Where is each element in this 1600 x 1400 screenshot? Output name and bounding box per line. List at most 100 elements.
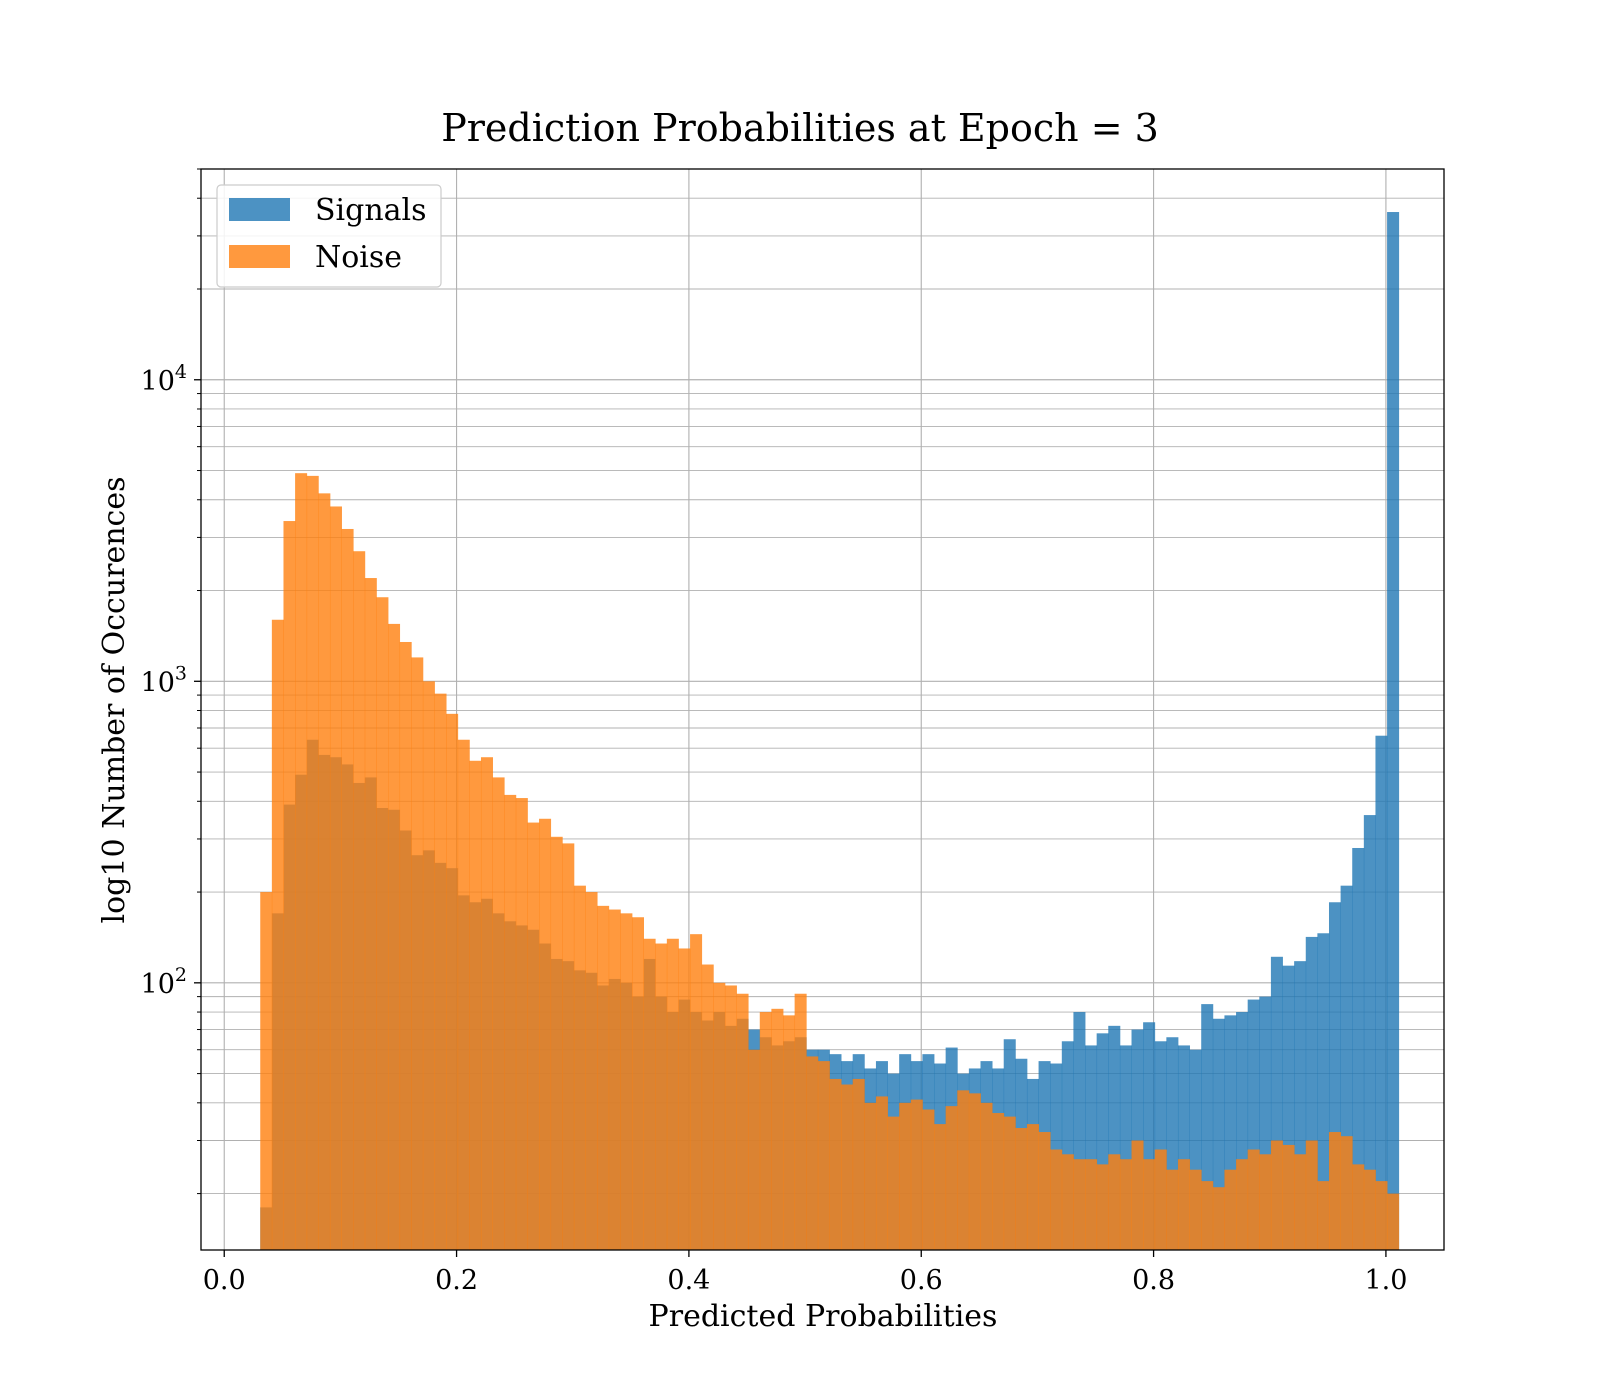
histogram-bar <box>1282 1144 1295 1250</box>
chart-title: Prediction Probabilities at Epoch = 3 <box>441 106 1159 150</box>
histogram-bar <box>1166 1169 1179 1250</box>
histogram-bar <box>1061 1154 1074 1250</box>
histogram-bar <box>597 905 610 1250</box>
histogram-bar <box>910 1099 923 1250</box>
histogram-bar <box>1363 1169 1376 1250</box>
histogram-bar <box>1119 1159 1132 1250</box>
x-tick-label: 0.0 <box>203 1265 246 1296</box>
series-noise <box>260 473 1400 1251</box>
histogram-bar <box>434 693 447 1250</box>
histogram-bar <box>364 578 377 1250</box>
histogram-bar <box>1352 1164 1365 1250</box>
histogram-bar <box>504 794 517 1250</box>
histogram-bar <box>899 1102 912 1250</box>
histogram-bar <box>1259 1154 1272 1250</box>
histogram-bar <box>1026 1124 1039 1250</box>
histogram-bar <box>1085 1159 1098 1250</box>
histogram-bar <box>783 1015 796 1250</box>
x-tick-label: 0.2 <box>435 1265 478 1296</box>
y-axis-label: log10 Number of Occurences <box>97 476 132 923</box>
histogram-bar <box>399 641 412 1250</box>
histogram-bar <box>376 597 389 1250</box>
histogram-bar <box>1305 1140 1318 1250</box>
histogram-bar <box>934 1124 947 1250</box>
histogram-bar <box>829 1078 842 1250</box>
histogram-bar <box>492 777 505 1250</box>
histogram-bar <box>841 1084 854 1250</box>
legend-label-signals: Signals <box>315 193 427 228</box>
histogram-bar <box>771 1008 784 1250</box>
histogram-bar <box>341 528 354 1250</box>
histogram-bar <box>852 1078 865 1250</box>
histogram-bar <box>678 948 691 1250</box>
histogram-bar <box>422 681 435 1250</box>
histogram-bar <box>295 473 308 1250</box>
histogram-bar <box>1270 1140 1283 1250</box>
histogram-bar <box>283 521 296 1250</box>
histogram-bar <box>817 1061 830 1250</box>
histogram-bar <box>1375 735 1388 1250</box>
histogram-bar <box>864 1102 877 1250</box>
histogram-bar <box>1340 1136 1353 1250</box>
histogram-bar <box>1201 1181 1214 1250</box>
histogram-bar <box>1143 1159 1156 1250</box>
histogram-bar <box>736 993 749 1250</box>
plot-frame <box>200 168 1445 1251</box>
histogram-bar <box>1050 1149 1063 1250</box>
histogram-bar <box>1317 933 1330 1250</box>
histogram-bar <box>1131 1140 1144 1250</box>
axes: 0.0 0.2 0.4 0.6 0.8 1.0 102 103 104 <box>141 168 1445 1296</box>
histogram-bar <box>329 506 342 1251</box>
histogram-bar <box>1247 1149 1260 1250</box>
legend-swatch-noise <box>229 245 290 268</box>
histogram-bar <box>875 1096 888 1250</box>
histogram-bar <box>1224 1169 1237 1250</box>
histogram-bar <box>1387 1193 1400 1250</box>
histogram-bar <box>446 713 459 1250</box>
histogram-bar <box>539 818 552 1250</box>
histogram-bar <box>1328 1132 1342 1250</box>
histogram-bar <box>992 1113 1005 1250</box>
histogram-bar <box>1038 1132 1051 1250</box>
histogram-bar <box>1189 1169 1202 1250</box>
histogram-bar <box>1317 1181 1330 1250</box>
histogram-bar <box>585 892 598 1250</box>
histogram-bar <box>1096 1164 1109 1250</box>
histogram-bar <box>794 993 807 1250</box>
y-tick-label: 103 <box>141 662 187 698</box>
histogram-bar <box>1003 1116 1016 1250</box>
histogram-bar <box>260 892 273 1250</box>
histogram-bar <box>724 985 737 1250</box>
histogram-bar <box>1363 815 1376 1250</box>
histogram-bar <box>1387 212 1400 1250</box>
histogram-bar <box>469 760 482 1250</box>
histogram-bar <box>1073 1159 1086 1250</box>
histogram-bar <box>945 1106 958 1250</box>
histogram-bar <box>1154 1149 1167 1250</box>
histogram-bar <box>480 757 493 1250</box>
histogram-bar <box>1108 1154 1121 1250</box>
histogram-bar <box>562 843 575 1250</box>
histogram-bar <box>550 836 563 1250</box>
y-tick-label: 102 <box>141 964 187 1000</box>
legend-swatch-signals <box>229 198 290 221</box>
y-tick-label: 104 <box>141 361 187 397</box>
histogram-bar <box>318 493 331 1250</box>
histogram-bar <box>968 1093 981 1250</box>
histogram-bar <box>666 938 679 1250</box>
histogram-bar <box>1294 1154 1307 1250</box>
histogram-bar <box>690 934 703 1250</box>
x-axis-label: Predicted Probabilities <box>649 1299 998 1334</box>
histogram-bar <box>1177 1159 1190 1250</box>
histogram-bar <box>980 1102 993 1250</box>
histogram-bar <box>527 822 540 1250</box>
histogram-bar <box>573 885 586 1250</box>
histogram-bar <box>271 619 284 1250</box>
histogram-bar <box>957 1090 970 1250</box>
legend: Signals Noise <box>216 184 442 288</box>
histogram-bar <box>411 657 424 1250</box>
histogram-bar <box>1212 1187 1225 1250</box>
histogram-bar <box>457 739 470 1250</box>
x-tick-label: 0.8 <box>1132 1265 1175 1296</box>
histogram-bar <box>306 475 319 1250</box>
